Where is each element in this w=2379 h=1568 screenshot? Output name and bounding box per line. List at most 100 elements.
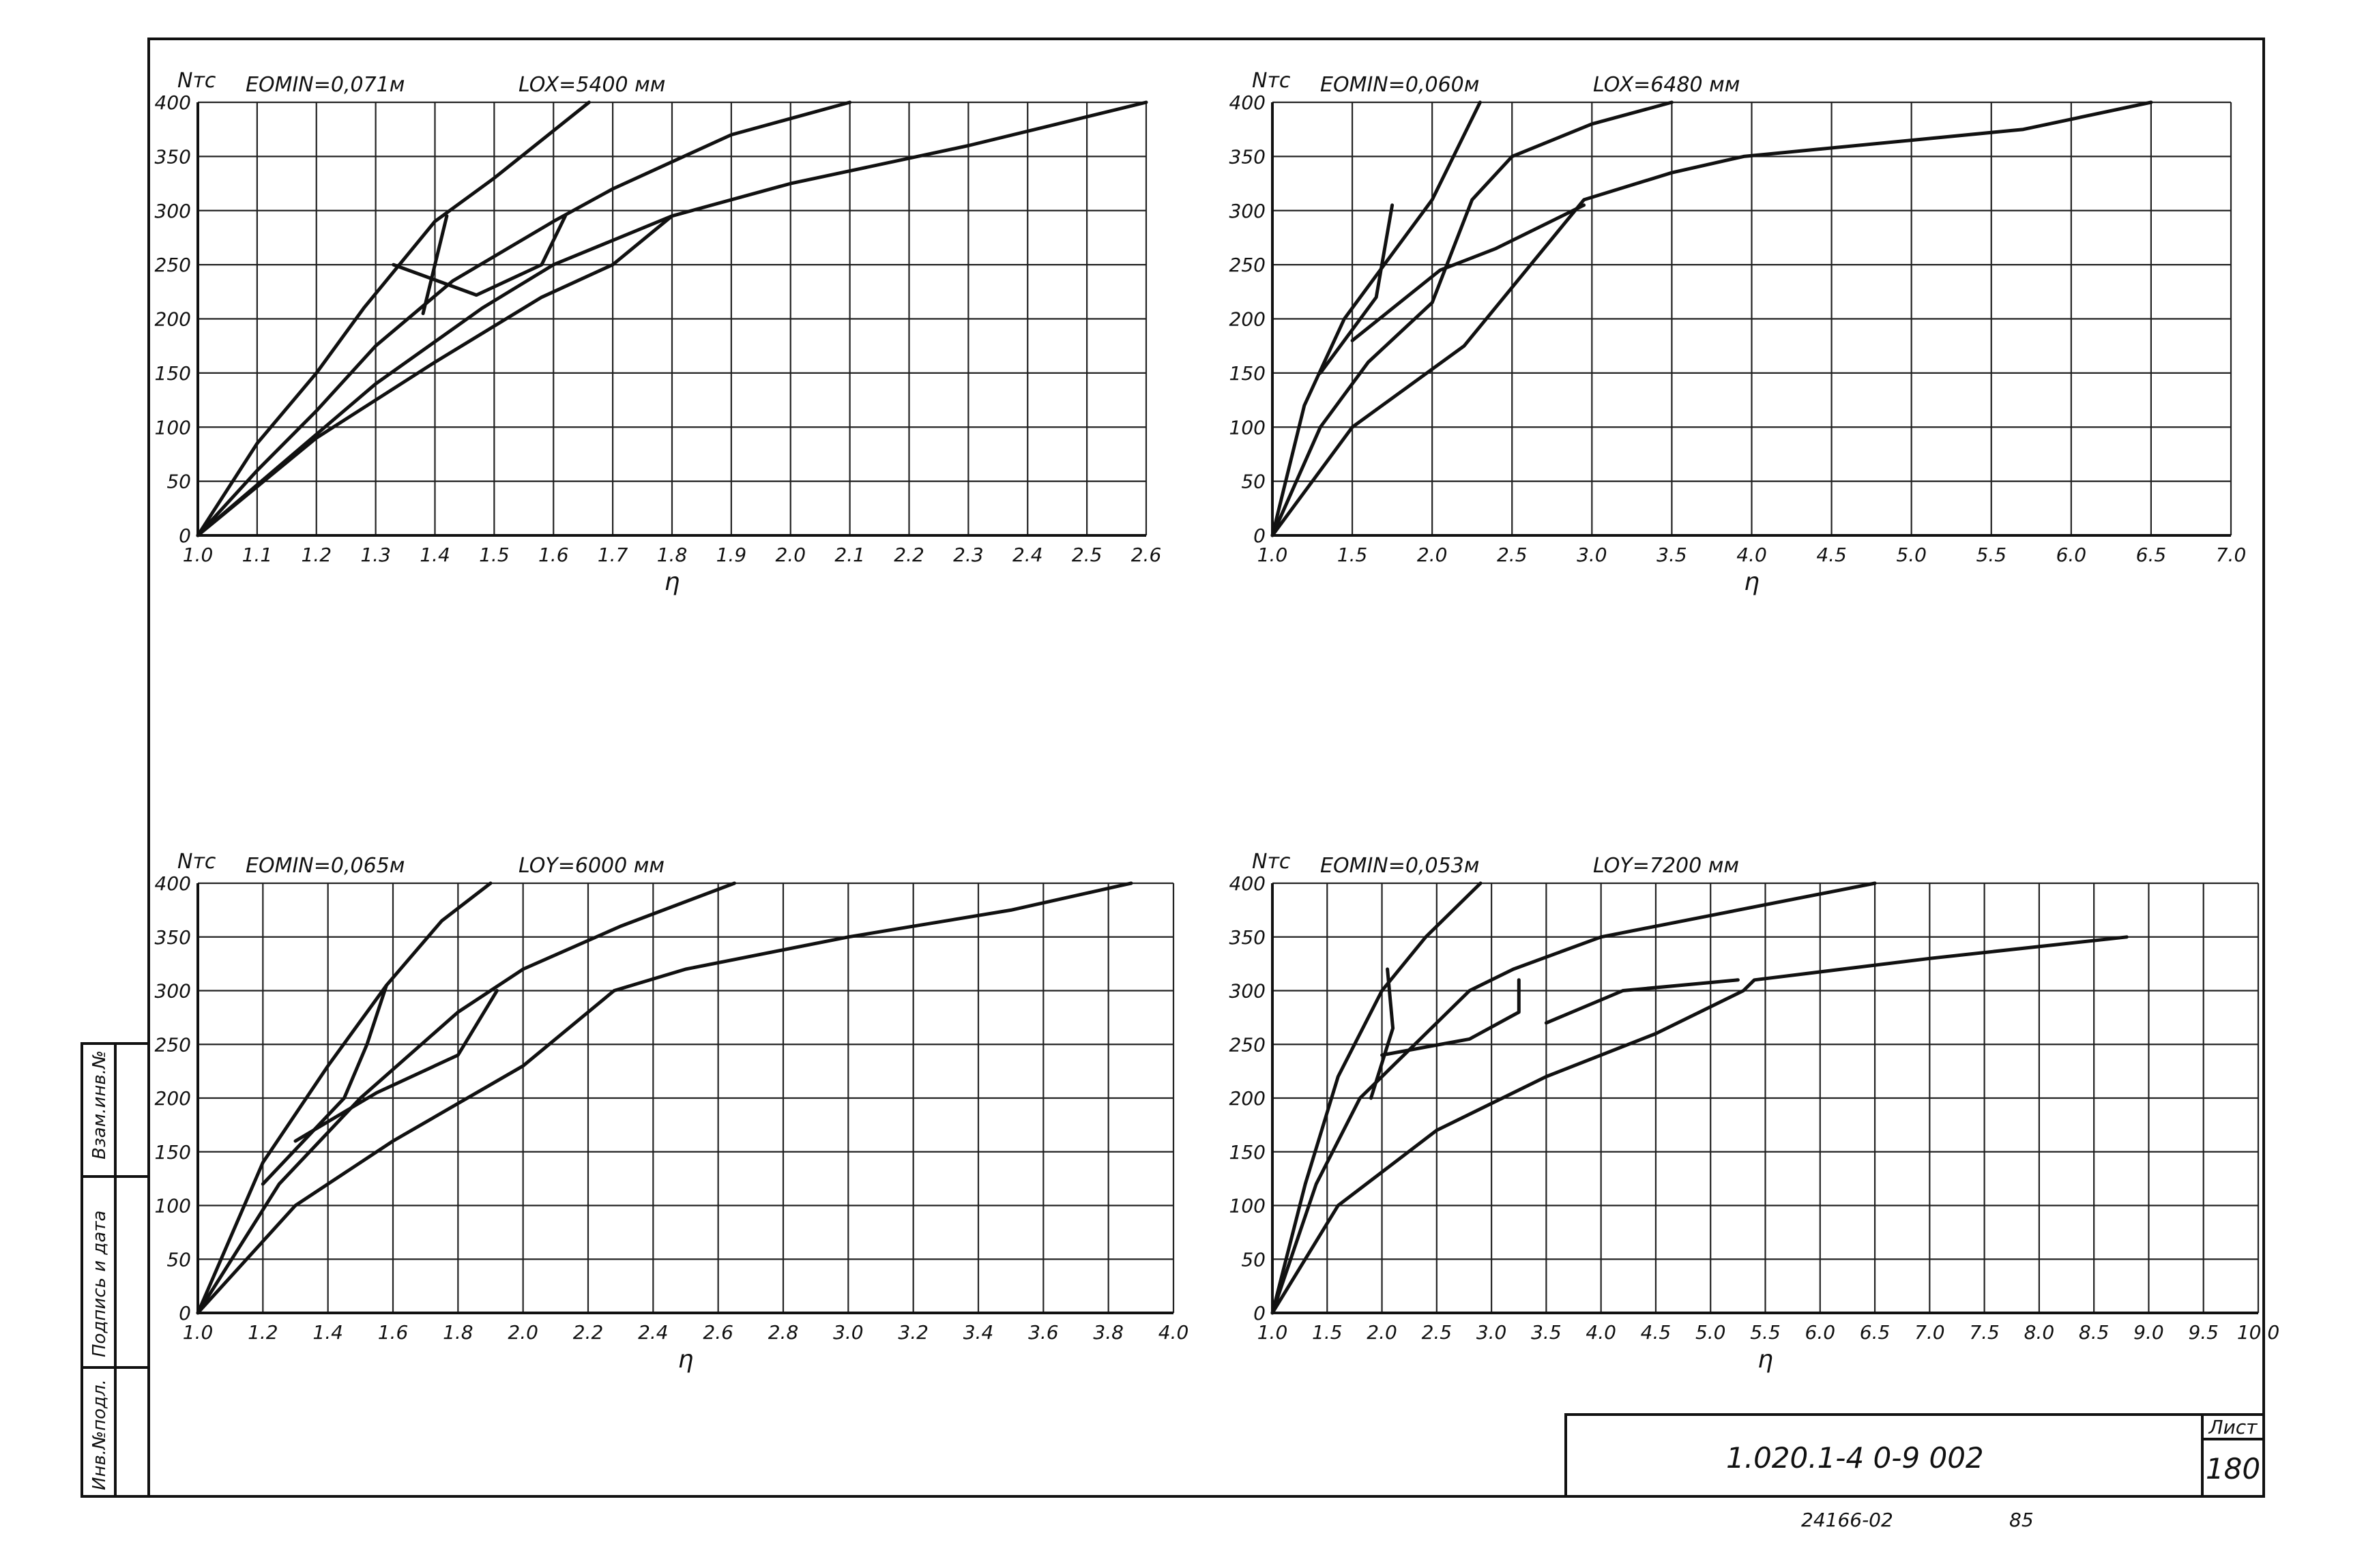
x-tick-label: 2.4 xyxy=(638,1321,669,1344)
series-line xyxy=(392,214,568,297)
x-tick-label: 5.0 xyxy=(1896,544,1927,566)
chart-panel-lox-6480: 1.0 1.5 2.0 2.5 3.0 3.5 4.0 4.5 5.0 5.5 6.0 6.5 7.0 0… xyxy=(1229,69,2247,596)
series-line xyxy=(1544,978,1740,1025)
y-tick-label: 50 xyxy=(1241,471,1266,493)
y-tick-label: 100 xyxy=(155,1195,191,1217)
length-label: LOX=5400 мм xyxy=(519,73,665,97)
y-tick-label: 400 xyxy=(1229,872,1266,895)
x-tick-label: 1.4 xyxy=(420,544,450,566)
x-tick-label: 2.0 xyxy=(775,544,806,566)
y-tick-label: 50 xyxy=(166,471,191,493)
y-tick-label: 300 xyxy=(155,980,191,1003)
y-tick-label: 150 xyxy=(155,1141,191,1164)
y-axis-label: Nтс xyxy=(1252,69,1291,93)
series-line xyxy=(196,100,852,537)
y-tick-label: 400 xyxy=(155,91,191,114)
series-line xyxy=(293,989,499,1143)
x-tick-label: 6.5 xyxy=(2136,544,2167,566)
x-tick-label: 1.5 xyxy=(1312,1321,1343,1344)
x-tick-label: 1.0 xyxy=(183,544,214,566)
y-tick-label: 250 xyxy=(155,1033,191,1056)
y-tick-label: 100 xyxy=(155,416,191,439)
x-tick-label: 6.0 xyxy=(1805,1321,1836,1344)
series-line xyxy=(1369,967,1395,1100)
x-tick-label: 3.0 xyxy=(833,1321,864,1344)
y-tick-label: 50 xyxy=(166,1248,191,1271)
y-tick-label: 100 xyxy=(1229,1195,1266,1217)
page-copy-number: 85 xyxy=(2009,1509,2034,1531)
series-line xyxy=(1380,978,1521,1057)
y-tick-label: 150 xyxy=(1229,1141,1266,1164)
eccentricity-label: EOMIN=0,060м xyxy=(1320,73,1479,97)
x-tick-label: 4.5 xyxy=(1641,1321,1672,1344)
x-tick-label: 9.5 xyxy=(2188,1321,2219,1344)
x-tick-label: 7.0 xyxy=(1914,1321,1945,1344)
series-line xyxy=(196,881,1133,1315)
x-axis-label: η xyxy=(1757,1346,1773,1374)
y-tick-label: 250 xyxy=(1229,254,1266,276)
eccentricity-label: EOMIN=0,071м xyxy=(246,73,405,97)
series-line xyxy=(1270,881,1877,1315)
x-tick-label: 3.5 xyxy=(1656,544,1687,566)
x-axis-label: η xyxy=(1744,568,1760,596)
chart-panel-lox-5400: 1.0 1.1 1.2 1.3 1.4 1.5 1.6 1.7 1.8 1.9 2.0 2.1 2.2 2… xyxy=(155,69,1162,596)
series-line xyxy=(1270,100,1482,537)
y-tick-label: 350 xyxy=(155,145,191,168)
x-tick-label: 1.0 xyxy=(1257,544,1288,566)
series-line xyxy=(1270,100,1674,537)
x-tick-label: 2.6 xyxy=(1131,544,1162,566)
series-line xyxy=(1350,203,1586,342)
y-tick-label: 350 xyxy=(1229,145,1266,168)
x-tick-label: 1.9 xyxy=(716,544,747,566)
x-tick-label: 4.5 xyxy=(1816,544,1847,566)
eccentricity-label: EOMIN=0,065м xyxy=(246,854,405,878)
x-tick-label: 2.4 xyxy=(1012,544,1043,566)
sheet-frame xyxy=(147,38,2265,1498)
x-tick-label: 10.0 xyxy=(2237,1321,2279,1344)
x-tick-label: 1.2 xyxy=(248,1321,278,1344)
side-stamp-label: Инв.№подл. xyxy=(89,1379,110,1490)
sheet-label: Лист xyxy=(2208,1416,2258,1438)
x-tick-label: 1.6 xyxy=(378,1321,409,1344)
y-tick-label: 0 xyxy=(179,524,191,547)
series-line xyxy=(196,100,591,537)
x-tick-label: 2.3 xyxy=(953,544,984,566)
y-axis-label: Nтс xyxy=(177,850,216,874)
y-tick-label: 0 xyxy=(1253,524,1266,547)
drawing-designation: 1.020.1-4 0-9 002 xyxy=(1726,1441,1984,1475)
x-tick-label: 6.0 xyxy=(2056,544,2087,566)
y-tick-label: 350 xyxy=(1229,926,1266,949)
series-line xyxy=(421,214,449,316)
x-tick-label: 4.0 xyxy=(1736,544,1767,566)
x-tick-label: 4.0 xyxy=(1586,1321,1616,1344)
side-stamp-label: Взам.инв.№ xyxy=(89,1050,110,1159)
x-tick-label: 5.5 xyxy=(1976,544,2006,566)
y-tick-label: 200 xyxy=(155,1087,191,1110)
sheet-number: 180 xyxy=(2206,1452,2260,1485)
series-line xyxy=(1270,935,2129,1315)
eccentricity-label: EOMIN=0,053м xyxy=(1320,854,1479,878)
x-tick-label: 1.7 xyxy=(598,544,628,566)
x-tick-label: 3.6 xyxy=(1028,1321,1059,1344)
x-tick-label: 3.8 xyxy=(1093,1321,1124,1344)
x-tick-label: 1.5 xyxy=(479,544,510,566)
y-axis-label: Nтс xyxy=(1252,850,1291,874)
side-stamp-label: Подпись и дата xyxy=(89,1211,110,1357)
y-tick-label: 0 xyxy=(179,1302,191,1325)
length-label: LOY=7200 мм xyxy=(1593,854,1739,878)
x-tick-label: 6.5 xyxy=(1860,1321,1891,1344)
x-tick-label: 2.0 xyxy=(1367,1321,1397,1344)
x-tick-label: 3.5 xyxy=(1531,1321,1562,1344)
length-label: LOX=6480 мм xyxy=(1593,73,1740,97)
side-stamp: Взам.инв.№ Подпись и дата Инв.№подл. xyxy=(81,1042,150,1498)
x-tick-label: 1.0 xyxy=(183,1321,214,1344)
title-block: 1.020.1-4 0-9 002 Лист 180 24166-02 85 xyxy=(1564,1413,2265,1531)
y-tick-label: 200 xyxy=(155,308,191,331)
x-tick-label: 1.6 xyxy=(538,544,569,566)
x-tick-label: 3.4 xyxy=(963,1321,994,1344)
y-tick-label: 400 xyxy=(155,872,191,895)
x-tick-label: 2.2 xyxy=(573,1321,604,1344)
y-tick-label: 0 xyxy=(1253,1302,1266,1325)
y-tick-label: 300 xyxy=(1229,980,1266,1003)
